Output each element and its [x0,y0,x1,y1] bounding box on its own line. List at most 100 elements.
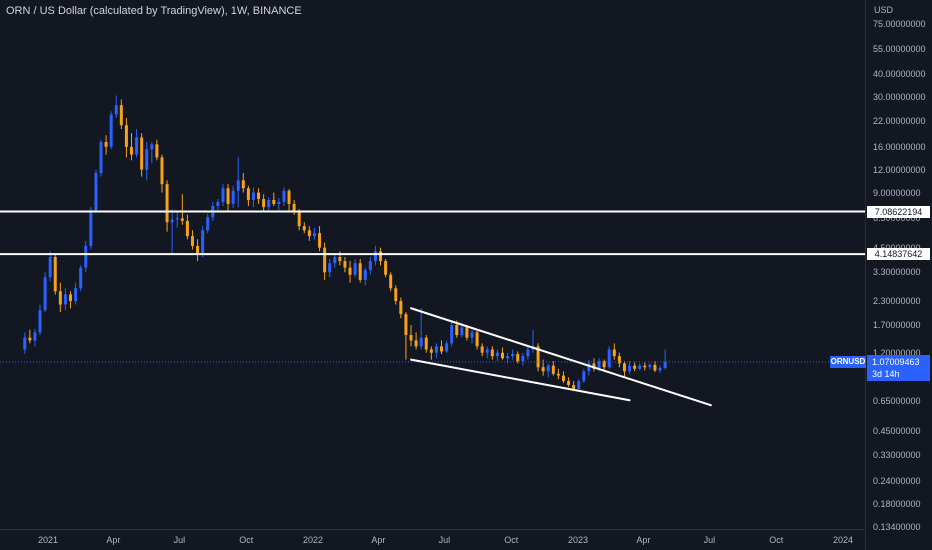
candle-down [561,375,565,382]
lower-wedge-line [410,358,631,402]
candle-down [633,365,637,369]
candle-up [511,354,515,357]
candle-down [541,367,545,372]
candle-down [414,340,418,347]
price-axis-divider [865,0,866,550]
candle-up [84,245,88,268]
candle-down [129,146,133,155]
candle-up [63,294,67,305]
candle-down [394,288,398,302]
candle-up [628,365,632,372]
candle-up [582,371,586,382]
price-tick-label: 6.50000000 [873,213,921,224]
candle-up [251,192,255,200]
candle-up [460,327,464,335]
price-tick-label: 1.70000000 [873,320,921,331]
candle-up [277,201,281,204]
candle-up [638,365,642,369]
candle-down [490,349,494,357]
candle-down [272,199,276,204]
candle-down [617,356,621,364]
candle-down [465,327,469,338]
candle-down [58,291,62,305]
candle-down [536,346,540,368]
candle-up [506,356,510,359]
candle-down [643,365,647,368]
candle-down [307,230,311,237]
price-tick-label: 0.24000000 [873,475,921,486]
candle-down [226,188,230,204]
candle-down [567,381,571,385]
candle-down [399,301,403,315]
candle-down [180,218,184,221]
symbol-badge: ORNUSD [830,355,866,368]
candle-up [23,337,27,350]
candle-up [353,263,357,275]
candle-down [429,349,433,353]
candle-down [424,337,428,350]
candle-down [287,190,291,204]
candle-up [450,325,454,344]
price-tick-label: 0.13400000 [873,522,921,532]
price-tick-label: 0.33000000 [873,450,921,461]
candle-up [79,267,83,289]
candle-up [470,332,474,338]
time-tick-label: 2024 [832,535,854,545]
candle-up [445,343,449,352]
candle-up [33,332,37,341]
candle-down [262,198,266,208]
candle-up [368,261,372,270]
candle-up [663,361,667,369]
candle-up [546,365,550,372]
price-tick-label: 0.18000000 [873,498,921,509]
candle-up [145,149,149,170]
candle-down [140,137,144,170]
candle-down [384,261,388,275]
candle-down [551,365,555,374]
candle-up [89,210,93,246]
candle-down [246,188,250,200]
candle-down [28,337,32,341]
level-price-badge: 4.14837642 [867,248,930,261]
candle-up [170,219,174,223]
candle-down [323,247,327,273]
time-tick-label: Apr [636,535,651,545]
candle-down [516,354,520,362]
candle-down [338,257,342,262]
candle-down [602,361,606,368]
candle-down [104,141,108,147]
candle-up [282,190,286,202]
candle-down [155,144,159,158]
upper-wedge-line [410,307,712,407]
candle-down [622,363,626,372]
candle-down [119,105,123,126]
candle-down [440,346,444,352]
candle-up [434,346,438,353]
candle-up [521,356,525,362]
candle-down [404,314,408,335]
candle-down [165,184,169,223]
currency-label[interactable]: USD [874,5,894,15]
candle-down [196,245,200,254]
time-tick-label: 2022 [302,535,324,545]
time-tick-label: Jul [703,535,716,545]
candle-up [328,263,332,273]
price-tick-label: 12.00000000 [873,164,926,175]
time-tick-label: Oct [769,535,784,545]
candle-down [500,352,504,359]
time-tick-label: 2023 [567,535,589,545]
time-tick-label: Oct [239,535,254,545]
chart-title: ORN / US Dollar (calculated by TradingVi… [6,5,302,17]
candle-down [358,263,362,280]
candle-down [297,212,301,227]
candle-up [135,137,139,155]
candle-down [455,325,459,335]
candle-up [419,337,423,347]
candle-up [658,368,662,371]
candle-up [150,144,154,150]
time-tick-label: Jul [173,535,186,545]
candle-up [201,230,205,254]
candle-up [333,257,337,264]
